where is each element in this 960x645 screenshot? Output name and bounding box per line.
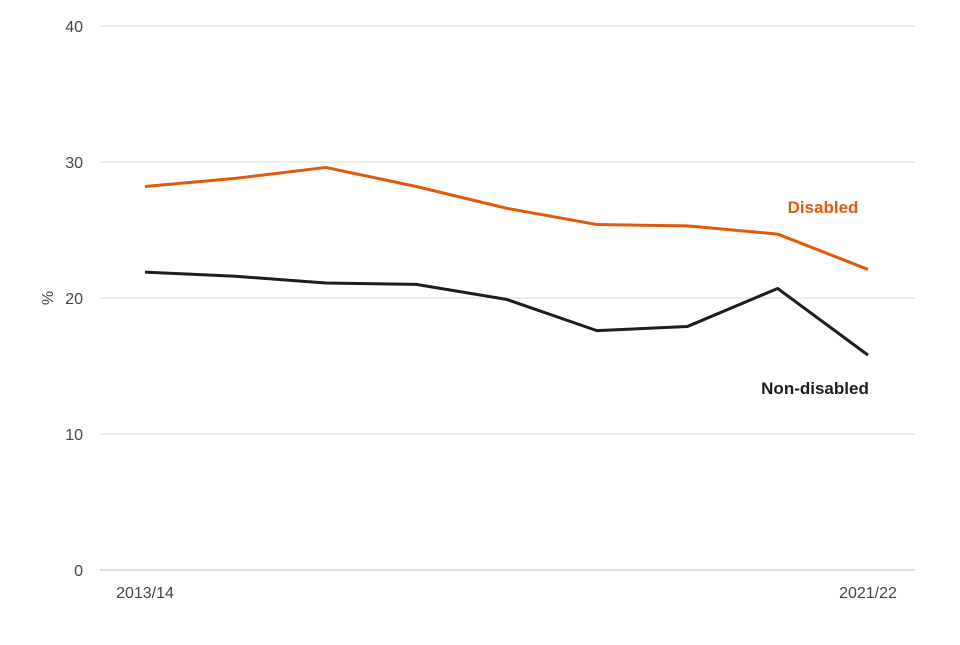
series-line-disabled xyxy=(144,165,869,271)
x-tick-label-first: 2013/14 xyxy=(116,585,174,602)
y-tick-label: 30 xyxy=(65,155,83,172)
series-label-non-disabled: Non-disabled xyxy=(761,379,869,398)
y-tick-label: 10 xyxy=(65,427,83,444)
y-axis-ticks: 0 10 20 30 40 xyxy=(65,19,83,580)
series-line-non-disabled xyxy=(144,270,869,357)
series-label-disabled: Disabled xyxy=(788,198,859,217)
y-tick-label: 40 xyxy=(65,19,83,36)
x-tick-label-last: 2021/22 xyxy=(839,585,897,602)
series-lines xyxy=(144,165,869,357)
y-axis-label: % xyxy=(40,291,57,305)
gridlines xyxy=(100,25,915,571)
y-tick-label: 0 xyxy=(74,563,83,580)
y-tick-label: 20 xyxy=(65,291,83,308)
